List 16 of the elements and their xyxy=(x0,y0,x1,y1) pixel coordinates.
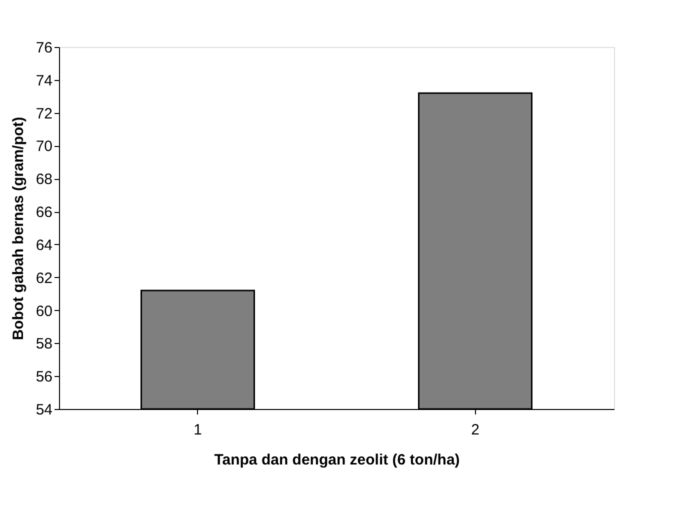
y-tick-label: 56 xyxy=(36,368,52,386)
y-tick-label: 74 xyxy=(36,72,52,90)
x-tick-label: 2 xyxy=(471,422,480,438)
y-tick-label: 70 xyxy=(36,138,52,156)
y-tick-label: 76 xyxy=(36,40,52,56)
y-tick-label: 72 xyxy=(36,105,52,122)
y-tick-label: 58 xyxy=(36,336,52,353)
y-tick-label: 54 xyxy=(36,402,52,418)
y-tick-label: 64 xyxy=(36,236,52,254)
x-tick-label: 1 xyxy=(194,422,202,438)
y-tick-label: 62 xyxy=(36,270,52,287)
x-axis-title: Tanpa dan dengan zeolit (6 ton/ha) xyxy=(214,452,460,468)
y-tick-label: 68 xyxy=(36,171,52,188)
y-axis-title: Bobot gabah bernas (gram/pot) xyxy=(10,116,27,340)
y-tick-label: 66 xyxy=(36,204,52,222)
y-tick-label: 60 xyxy=(36,302,52,320)
